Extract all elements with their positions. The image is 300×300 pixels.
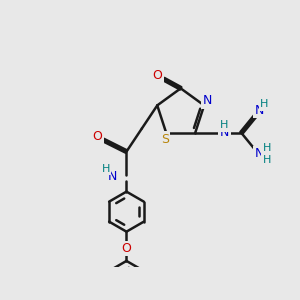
Text: N: N xyxy=(202,94,212,107)
Text: S: S xyxy=(161,133,169,146)
Text: H: H xyxy=(101,164,110,173)
Text: H: H xyxy=(260,99,269,110)
Text: H: H xyxy=(220,120,229,130)
Text: O: O xyxy=(153,69,163,82)
Text: N: N xyxy=(254,104,264,117)
Text: N: N xyxy=(220,126,229,140)
Text: O: O xyxy=(92,130,102,143)
Text: H: H xyxy=(262,142,271,153)
Text: O: O xyxy=(122,242,131,255)
Text: N: N xyxy=(254,147,264,160)
Text: N: N xyxy=(108,170,117,183)
Text: H: H xyxy=(262,155,271,165)
